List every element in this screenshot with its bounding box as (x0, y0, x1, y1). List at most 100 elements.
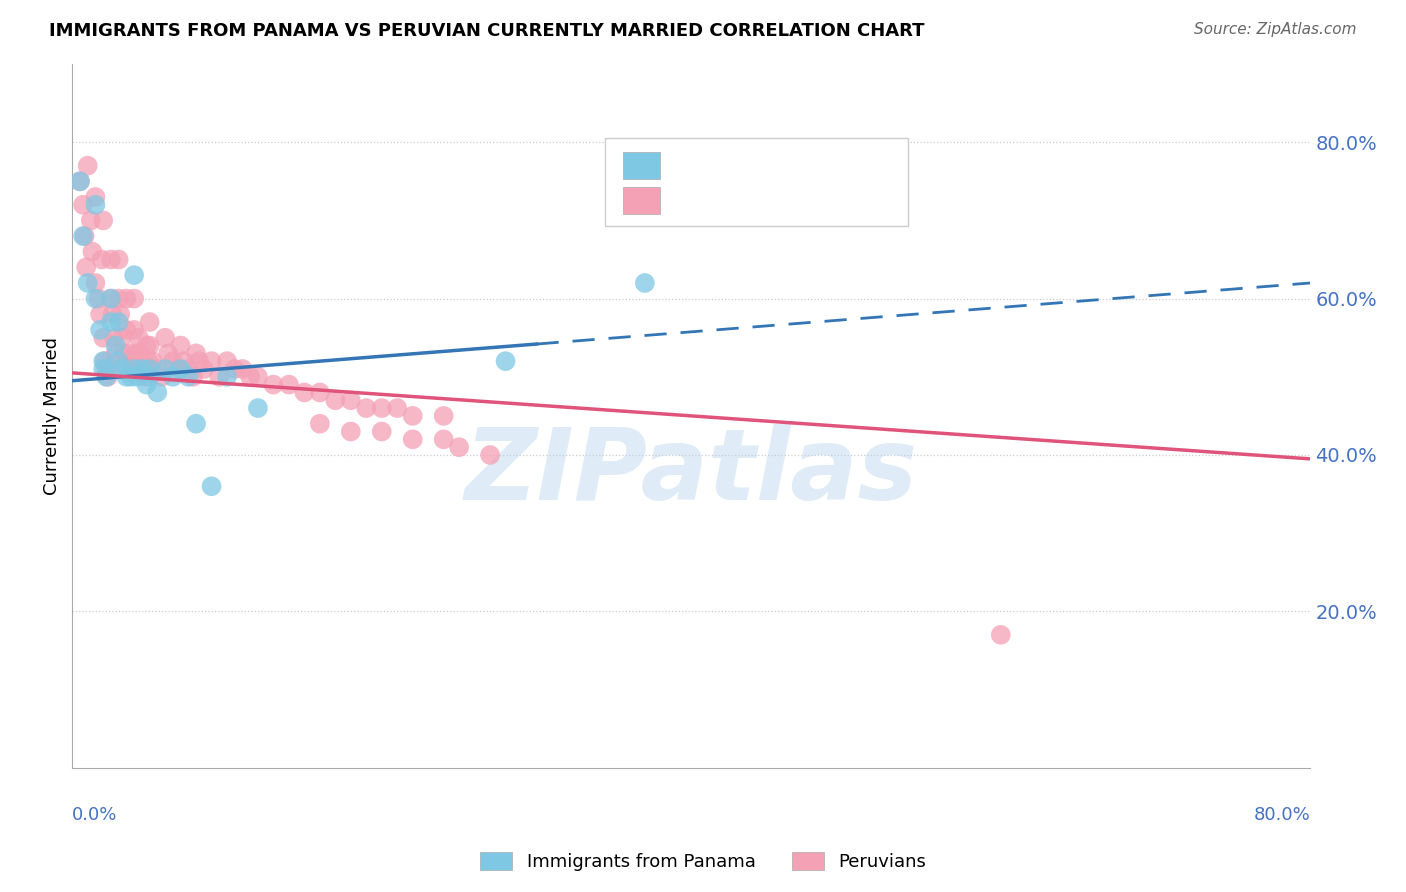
Point (634, 276, 657, 290)
Point (262, 377, 284, 392)
Point (129, 346, 152, 360)
Point (231, 362, 253, 376)
Text: 0.0%: 0.0% (72, 806, 118, 824)
Point (177, 362, 200, 376)
Point (91, 213, 114, 227)
Point (91, 354, 114, 368)
Point (122, 323, 145, 337)
Point (169, 362, 191, 376)
FancyBboxPatch shape (605, 138, 908, 226)
Point (135, 377, 157, 392)
Point (122, 362, 145, 376)
Point (75, 260, 97, 275)
Point (173, 354, 195, 368)
Point (131, 354, 153, 368)
Point (292, 385, 315, 400)
Point (76, 159, 98, 173)
Point (277, 377, 299, 392)
Point (120, 369, 142, 384)
Point (340, 393, 363, 408)
Point (100, 292, 122, 306)
Point (115, 292, 138, 306)
Text: Source: ZipAtlas.com: Source: ZipAtlas.com (1194, 22, 1357, 37)
Point (990, 628, 1012, 642)
Point (101, 307, 124, 321)
Legend: Immigrants from Panama, Peruvians: Immigrants from Panama, Peruvians (472, 845, 934, 879)
Point (120, 354, 142, 368)
Point (184, 417, 207, 431)
Point (90, 252, 112, 267)
Point (200, 354, 222, 368)
Point (72, 198, 94, 212)
Point (100, 252, 122, 267)
Point (84, 190, 107, 204)
Point (112, 346, 135, 360)
Point (127, 369, 149, 384)
Point (105, 362, 128, 376)
Point (449, 440, 471, 454)
Point (91, 362, 114, 376)
Point (208, 369, 231, 384)
Point (122, 292, 145, 306)
Point (134, 369, 156, 384)
Point (181, 369, 204, 384)
Point (308, 385, 330, 400)
Point (166, 362, 188, 376)
Point (371, 425, 394, 439)
Point (136, 354, 159, 368)
Point (184, 346, 207, 360)
Point (387, 401, 409, 415)
Text: R = -0.130: R = -0.130 (672, 193, 778, 211)
Point (188, 354, 211, 368)
Point (162, 369, 184, 384)
Point (108, 307, 131, 321)
Point (115, 369, 138, 384)
Point (239, 369, 262, 384)
Text: 80.0%: 80.0% (1254, 806, 1310, 824)
Point (433, 433, 456, 447)
Point (138, 369, 160, 384)
Point (125, 346, 148, 360)
Point (107, 252, 129, 267)
Point (153, 362, 176, 376)
Text: R =  0.073: R = 0.073 (672, 156, 778, 174)
Point (84, 292, 107, 306)
Point (91, 331, 114, 345)
Point (146, 385, 169, 400)
Point (479, 448, 502, 462)
Text: IMMIGRANTS FROM PANAMA VS PERUVIAN CURRENTLY MARRIED CORRELATION CHART: IMMIGRANTS FROM PANAMA VS PERUVIAN CURRE… (49, 22, 925, 40)
Point (96, 369, 118, 384)
Point (153, 331, 176, 345)
Point (104, 338, 127, 352)
Point (340, 425, 363, 439)
Point (402, 433, 425, 447)
Point (308, 417, 330, 431)
Point (132, 362, 155, 376)
Point (100, 315, 122, 329)
Point (138, 338, 160, 352)
Point (107, 292, 129, 306)
Point (76, 276, 98, 290)
Point (69, 174, 91, 188)
Point (402, 409, 425, 423)
Point (111, 362, 134, 376)
Point (356, 401, 378, 415)
Point (107, 354, 129, 368)
Point (131, 362, 153, 376)
Point (146, 362, 169, 376)
Point (107, 315, 129, 329)
Point (215, 369, 238, 384)
Point (177, 369, 200, 384)
Point (84, 198, 107, 212)
Point (104, 346, 127, 360)
Point (100, 292, 122, 306)
Point (135, 338, 157, 352)
Point (127, 354, 149, 368)
Point (82, 244, 104, 259)
Point (157, 346, 180, 360)
Point (433, 409, 456, 423)
Point (87, 292, 110, 306)
Point (150, 369, 173, 384)
Point (73, 229, 96, 244)
Point (69, 174, 91, 188)
